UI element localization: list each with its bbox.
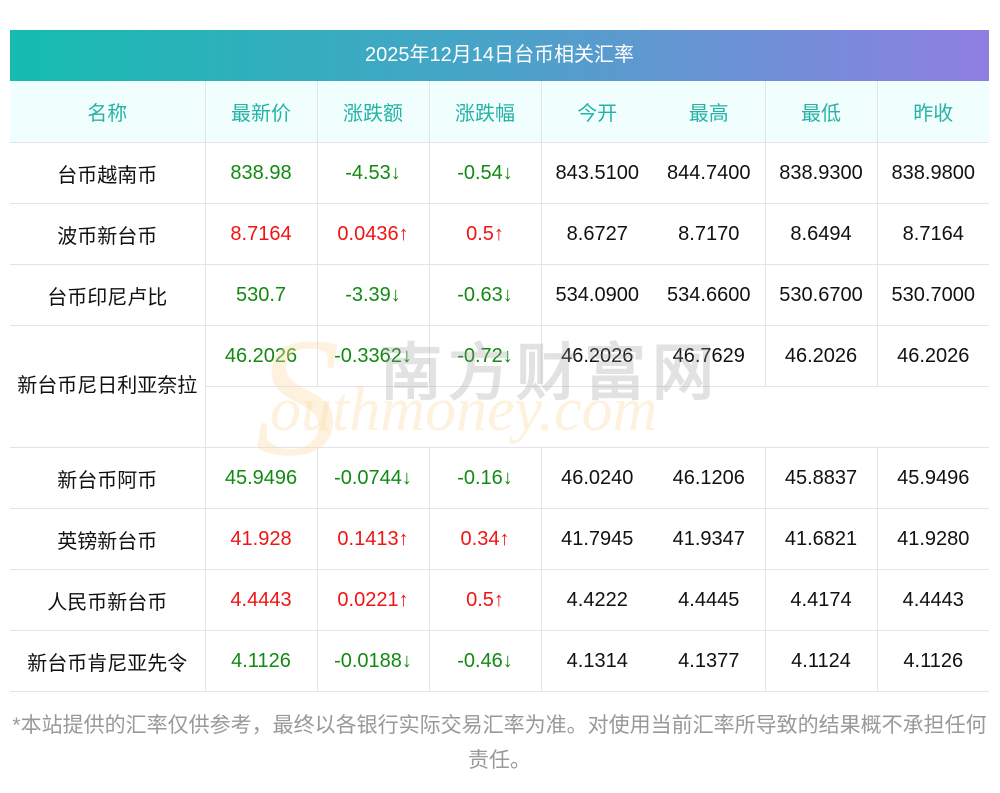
prev-close: 46.2026 — [877, 325, 989, 387]
change-amount: 0.1413↑ — [317, 508, 430, 570]
prev-close: 4.4443 — [877, 569, 989, 631]
open-price: 46.0240 — [541, 447, 653, 509]
currency-name: 英镑新台币 — [10, 508, 206, 570]
header-name: 名称 — [10, 81, 206, 143]
change-amount: -4.53↓ — [317, 142, 430, 204]
low-price: 8.6494 — [765, 203, 878, 265]
low-price: 45.8837 — [765, 447, 878, 509]
empty-cell — [205, 386, 989, 448]
currency-name: 人民币新台币 — [10, 569, 206, 631]
prev-close: 838.9800 — [877, 142, 989, 204]
low-price: 41.6821 — [765, 508, 878, 570]
high-price: 46.7629 — [653, 325, 766, 387]
latest-price: 4.4443 — [205, 569, 318, 631]
change-percent: -0.63↓ — [429, 264, 542, 326]
change-amount: -0.0188↓ — [317, 630, 430, 692]
change-percent: -0.54↓ — [429, 142, 542, 204]
change-percent: 0.5↑ — [429, 569, 542, 631]
low-price: 530.6700 — [765, 264, 878, 326]
table-row: 英镑新台币 41.928 0.1413↑ 0.34↑ 41.7945 41.9347 41.… — [10, 508, 989, 570]
table-row: 新台币阿币 45.9496 -0.0744↓ -0.16↓ 46.0240 46.1206… — [10, 447, 989, 509]
high-price: 844.7400 — [653, 142, 766, 204]
latest-price: 41.928 — [205, 508, 318, 570]
table-row: 新台币肯尼亚先令 4.1126 -0.0188↓ -0.46↓ 4.1314 4.1377… — [10, 630, 989, 692]
open-price: 843.5100 — [541, 142, 653, 204]
prev-close: 8.7164 — [877, 203, 989, 265]
disclaimer-note: *本站提供的汇率仅供参考，最终以各银行实际交易汇率为准。对使用当前汇率所导致的结… — [12, 714, 987, 772]
currency-name: 新台币阿币 — [10, 447, 206, 509]
high-price: 41.9347 — [653, 508, 766, 570]
table-row: 新台币尼日利亚奈拉 46.2026 -0.3362↓ -0.72↓ 46.2026 46.… — [10, 325, 989, 448]
header-change: 涨跌额 — [317, 81, 430, 143]
open-price: 4.1314 — [541, 630, 653, 692]
change-percent: -0.16↓ — [429, 447, 542, 509]
currency-name: 台币越南币 — [10, 142, 206, 204]
table-row: 人民币新台币 4.4443 0.0221↑ 0.5↑ 4.4222 4.4445 4.417… — [10, 569, 989, 631]
latest-price: 838.98 — [205, 142, 318, 204]
high-price: 534.6600 — [653, 264, 766, 326]
currency-name: 台币印尼卢比 — [10, 264, 206, 326]
header-change-pct: 涨跌幅 — [429, 81, 542, 143]
latest-price: 530.7 — [205, 264, 318, 326]
latest-price: 4.1126 — [205, 630, 318, 692]
table-row: 台币越南币 838.98 -4.53↓ -0.54↓ 843.5100 844.7400 8… — [10, 142, 989, 204]
prev-close: 45.9496 — [877, 447, 989, 509]
high-price: 4.4445 — [653, 569, 766, 631]
latest-price: 8.7164 — [205, 203, 318, 265]
low-price: 4.4174 — [765, 569, 878, 631]
change-percent: -0.46↓ — [429, 630, 542, 692]
latest-price: 46.2026 — [205, 325, 318, 387]
low-price: 838.9300 — [765, 142, 878, 204]
change-amount: 0.0436↑ — [317, 203, 430, 265]
high-price: 4.1377 — [653, 630, 766, 692]
latest-price: 45.9496 — [205, 447, 318, 509]
change-amount: -3.39↓ — [317, 264, 430, 326]
header-high: 最高 — [653, 81, 766, 143]
header-open: 今开 — [541, 81, 653, 143]
prev-close: 530.7000 — [877, 264, 989, 326]
open-price: 4.4222 — [541, 569, 653, 631]
change-amount: -0.3362↓ — [317, 325, 430, 387]
header-low: 最低 — [765, 81, 878, 143]
change-percent: -0.72↓ — [429, 325, 542, 387]
open-price: 46.2026 — [541, 325, 653, 387]
currency-name: 波币新台币 — [10, 203, 206, 265]
open-price: 534.0900 — [541, 264, 653, 326]
table-row: 台币印尼卢比 530.7 -3.39↓ -0.63↓ 534.0900 534.6600 5… — [10, 264, 989, 326]
currency-name: 新台币肯尼亚先令 — [10, 630, 206, 692]
low-price: 4.1124 — [765, 630, 878, 692]
change-amount: 0.0221↑ — [317, 569, 430, 631]
open-price: 41.7945 — [541, 508, 653, 570]
high-price: 8.7170 — [653, 203, 766, 265]
high-price: 46.1206 — [653, 447, 766, 509]
page-title: 2025年12月14日台币相关汇率 — [10, 30, 989, 81]
change-percent: 0.5↑ — [429, 203, 542, 265]
table-row-spacer — [10, 386, 989, 448]
currency-name: 新台币尼日利亚奈拉 — [10, 325, 206, 448]
exchange-rate-table: 名称 最新价 涨跌额 涨跌幅 今开 最高 最低 昨收 台币越南币 838.98 -4… — [10, 81, 989, 692]
header-prev-close: 昨收 — [877, 81, 989, 143]
change-amount: -0.0744↓ — [317, 447, 430, 509]
header-price: 最新价 — [205, 81, 318, 143]
change-percent: 0.34↑ — [429, 508, 542, 570]
prev-close: 41.9280 — [877, 508, 989, 570]
prev-close: 4.1126 — [877, 630, 989, 692]
open-price: 8.6727 — [541, 203, 653, 265]
low-price: 46.2026 — [765, 325, 878, 387]
table-header-row: 名称 最新价 涨跌额 涨跌幅 今开 最高 最低 昨收 — [10, 81, 989, 143]
table-row: 波币新台币 8.7164 0.0436↑ 0.5↑ 8.6727 8.7170 8.6494… — [10, 203, 989, 265]
